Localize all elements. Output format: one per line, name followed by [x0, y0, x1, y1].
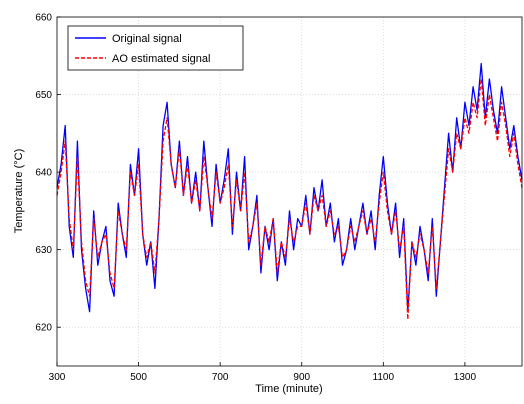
legend-label-original: Original signal — [112, 33, 182, 45]
x-tick-label: 500 — [130, 372, 147, 383]
series-layer — [56, 62, 523, 321]
y-tick-label: 650 — [35, 90, 52, 101]
legend: Original signal AO estimated signal — [67, 25, 244, 71]
plot-frame — [56, 16, 523, 367]
y-tick-label: 660 — [35, 13, 52, 24]
y-tick-label: 620 — [35, 323, 52, 334]
x-tick-label: 700 — [212, 372, 229, 383]
y-axis-label: Temperature (°C) — [13, 149, 25, 233]
x-tick-label: 1300 — [454, 372, 477, 383]
axis-ticks: 300 500 700 900 1100 1300 620 630 640 650 660 — [35, 13, 476, 384]
series-line-estimated — [56, 78, 523, 321]
x-tick-label: 900 — [293, 372, 310, 383]
x-tick-label: 300 — [49, 372, 66, 383]
y-tick-label: 630 — [35, 245, 52, 256]
x-axis-label: Time (minute) — [255, 383, 322, 395]
legend-label-estimated: AO estimated signal — [112, 53, 210, 65]
x-tick-label: 1100 — [373, 372, 395, 383]
legend-box — [67, 25, 244, 71]
y-tick-label: 640 — [35, 168, 52, 179]
